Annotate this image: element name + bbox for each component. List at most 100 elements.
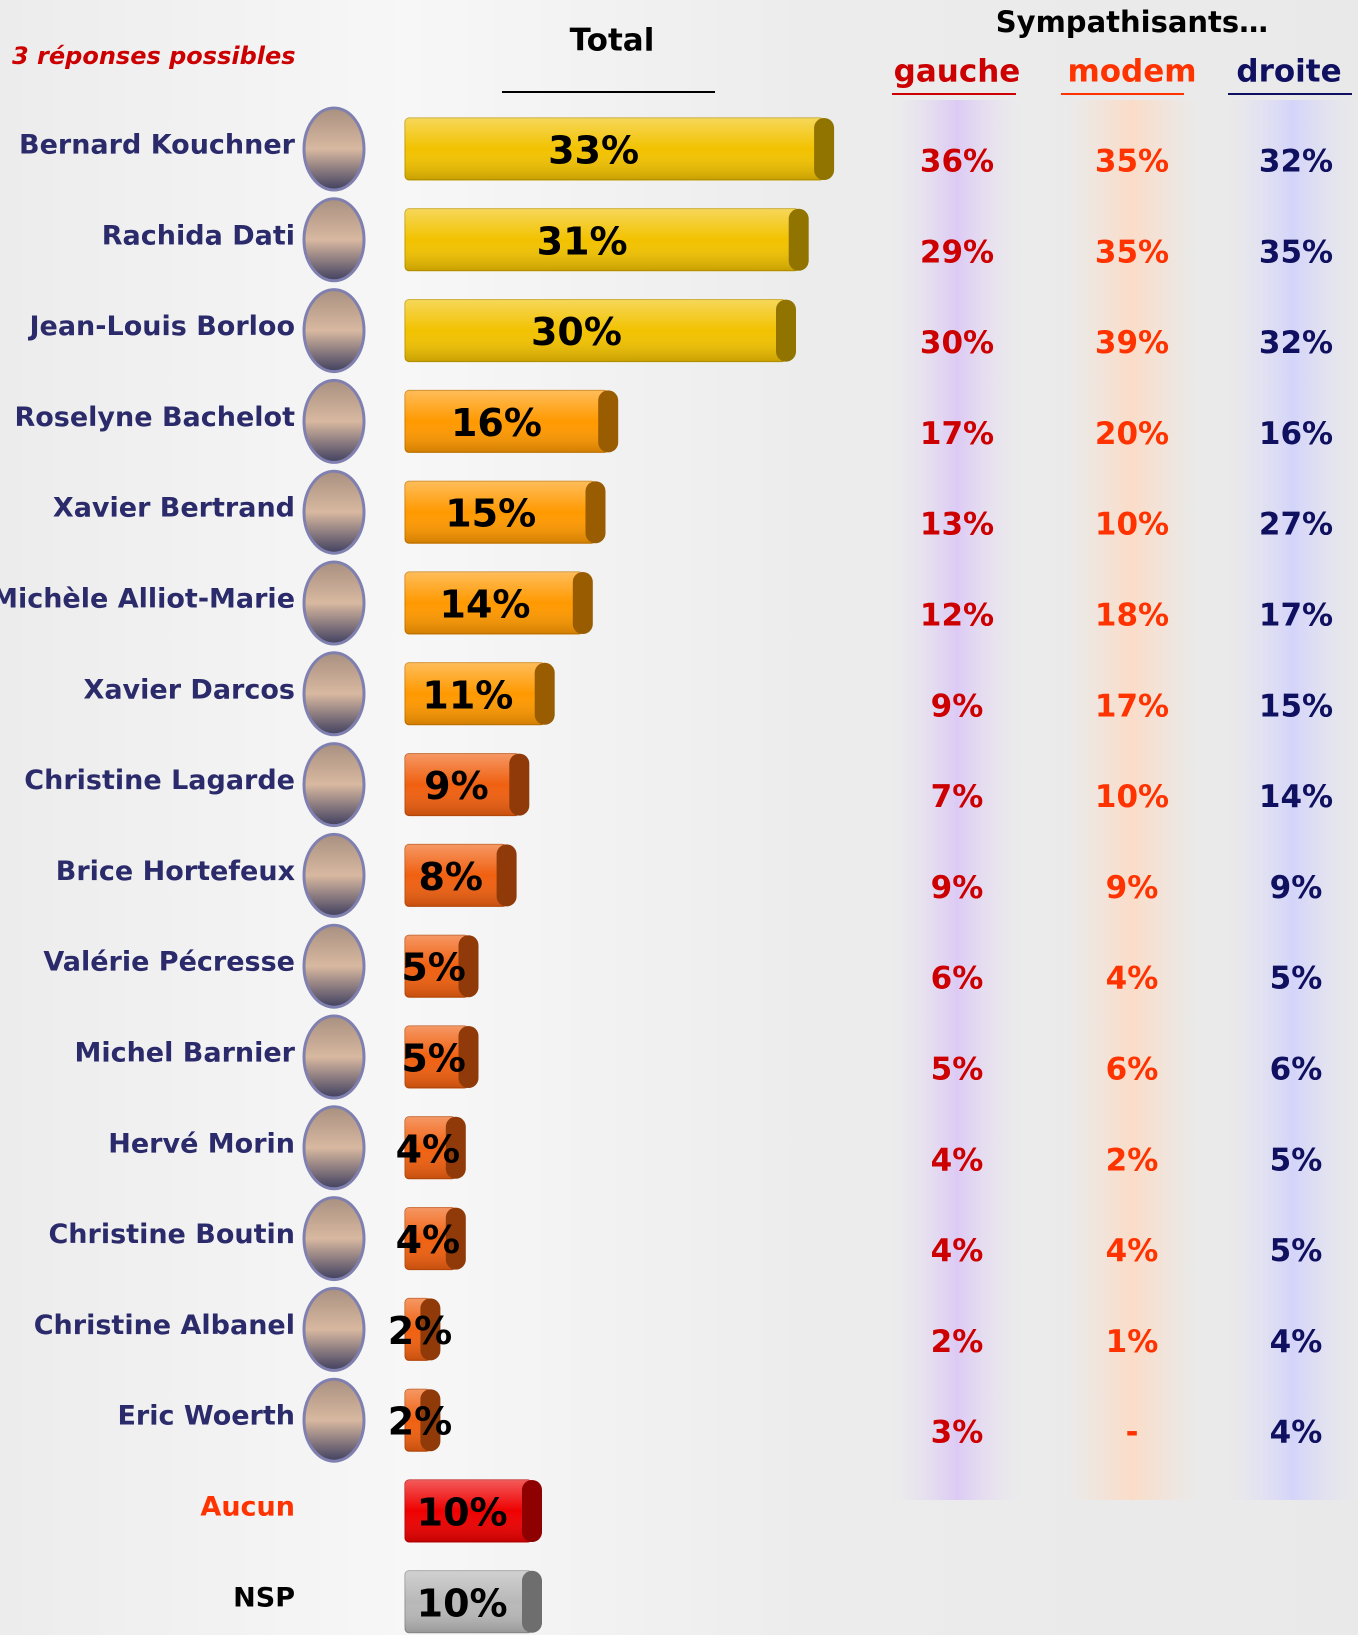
cell: 16% xyxy=(1259,416,1333,452)
category-label: Brice Hortefeux xyxy=(56,856,295,887)
bar-cap xyxy=(458,1026,479,1088)
portrait xyxy=(302,469,366,555)
category-label: Christine Lagarde xyxy=(24,765,295,796)
bar-shine xyxy=(405,1207,456,1270)
bar-cap xyxy=(522,1570,542,1633)
cell: 9% xyxy=(931,870,984,906)
cell: - xyxy=(1126,1415,1139,1451)
category-label: Aucun xyxy=(200,1492,295,1523)
cell: 4% xyxy=(1106,961,1159,997)
cell: 2% xyxy=(931,1324,984,1360)
cell: 2% xyxy=(1106,1142,1159,1178)
cell: 7% xyxy=(931,779,984,815)
cell: 4% xyxy=(1270,1415,1323,1451)
category-label: Jean-Louis Borloo xyxy=(27,311,295,342)
category-label: Hervé Morin xyxy=(108,1128,295,1159)
column-band xyxy=(892,100,1022,1500)
cell: 27% xyxy=(1259,507,1333,543)
cell: 17% xyxy=(920,416,994,452)
portrait xyxy=(302,560,366,646)
cell: 13% xyxy=(920,507,994,543)
value-label: 10% xyxy=(417,1491,508,1535)
cell: 35% xyxy=(1259,234,1333,270)
value-label: 30% xyxy=(531,310,622,354)
cell: 3% xyxy=(931,1415,984,1451)
cell: 4% xyxy=(1270,1324,1323,1360)
category-label: Christine Albanel xyxy=(34,1310,295,1341)
cell: 10% xyxy=(1095,507,1169,543)
value-label: 15% xyxy=(445,492,536,536)
bar-shine xyxy=(405,1570,532,1633)
value-label: 5% xyxy=(401,946,466,990)
category-label: Bernard Kouchner xyxy=(19,130,296,161)
cell: 4% xyxy=(931,1233,984,1269)
category-label: Valérie Pécresse xyxy=(43,947,295,978)
portrait xyxy=(302,1286,366,1372)
bar-cap xyxy=(445,1116,466,1179)
cell: 6% xyxy=(931,961,984,997)
bar-cap xyxy=(420,1298,441,1361)
cell: 39% xyxy=(1095,325,1169,361)
category-label: Rachida Dati xyxy=(102,220,295,251)
value-label: 5% xyxy=(401,1037,466,1081)
bar-cap xyxy=(458,935,479,998)
bar-shine xyxy=(405,935,469,998)
bar-shine xyxy=(405,299,786,362)
cell: 14% xyxy=(1259,779,1333,815)
bar-shine xyxy=(405,844,507,907)
cell: 32% xyxy=(1259,325,1333,361)
cell: 20% xyxy=(1095,416,1169,452)
bar-shine xyxy=(405,1026,469,1088)
cell: 5% xyxy=(1270,961,1323,997)
cell: 6% xyxy=(1106,1052,1159,1088)
note: 3 réponses possibles xyxy=(12,42,296,70)
portrait xyxy=(302,378,366,464)
portrait xyxy=(302,288,366,374)
cell: 32% xyxy=(1259,144,1333,180)
cell: 18% xyxy=(1095,598,1169,634)
bar-cap xyxy=(788,208,809,271)
cell: 6% xyxy=(1270,1052,1323,1088)
value-label: 4% xyxy=(396,1127,461,1171)
cell: 36% xyxy=(920,144,994,180)
value-label: 8% xyxy=(418,855,483,899)
cell: 9% xyxy=(1270,870,1323,906)
value-label: 14% xyxy=(440,583,531,627)
cell: 5% xyxy=(1270,1142,1323,1178)
bar-shine xyxy=(405,1116,456,1179)
value-label: 33% xyxy=(548,129,639,173)
bar-cap xyxy=(496,844,517,907)
category-label: Xavier Darcos xyxy=(84,674,296,705)
value-label: 4% xyxy=(396,1218,461,1262)
bar-shine xyxy=(405,572,583,634)
cell: 1% xyxy=(1106,1324,1159,1360)
column-header: gauche xyxy=(894,54,1021,90)
bar-shine xyxy=(405,753,520,816)
cell: 5% xyxy=(931,1052,984,1088)
portrait xyxy=(302,1105,366,1191)
cell: 30% xyxy=(920,325,994,361)
value-label: 31% xyxy=(537,219,628,263)
bar-cap xyxy=(814,118,835,180)
portrait xyxy=(302,197,366,283)
column-band xyxy=(1067,100,1197,1500)
cell: 17% xyxy=(1259,598,1333,634)
bar-shine xyxy=(405,390,609,453)
category-label: Eric Woerth xyxy=(117,1401,295,1432)
cell: 35% xyxy=(1095,234,1169,270)
bar-shine xyxy=(405,662,545,725)
bar-shine xyxy=(405,481,596,544)
portrait xyxy=(302,651,366,737)
portrait xyxy=(302,1014,366,1100)
cell: 15% xyxy=(1259,688,1333,724)
bar-cap xyxy=(598,390,619,453)
bar-cap xyxy=(420,1389,441,1452)
total-header: Total xyxy=(570,23,655,59)
cell: 4% xyxy=(1106,1233,1159,1269)
cell: 4% xyxy=(931,1142,984,1178)
column-band xyxy=(1228,100,1358,1500)
portrait xyxy=(302,1377,366,1463)
bar-cap xyxy=(776,299,796,362)
